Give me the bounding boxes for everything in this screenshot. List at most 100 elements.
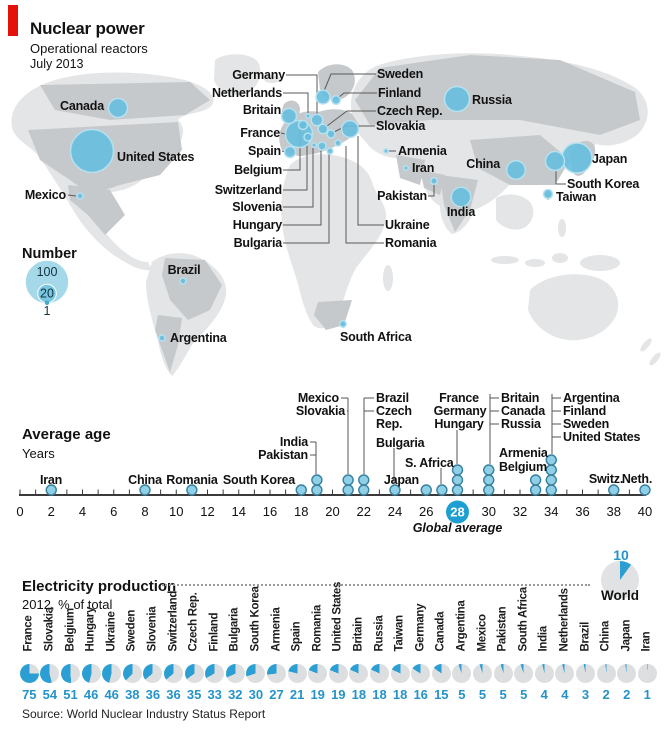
map-label-taiwan: Taiwan xyxy=(556,190,596,204)
landmass-new-zealand-2 xyxy=(649,352,661,366)
age-axis-tick-label: 22 xyxy=(357,504,371,519)
age-label-germany: Germany xyxy=(434,404,487,418)
map-label-ukraine: Ukraine xyxy=(385,218,430,232)
map-label-south-africa: South Africa xyxy=(340,330,413,344)
prod-label-slovakia: Slovakia xyxy=(43,607,56,652)
map-leader-pakistan xyxy=(428,185,435,197)
prod-value-south-africa: 5 xyxy=(520,687,528,702)
map-bubble-china xyxy=(505,159,527,181)
map-label-russia: Russia xyxy=(472,93,513,107)
map-bubble-south-korea xyxy=(544,150,566,172)
age-dot-belgium xyxy=(529,474,542,486)
global-average-label: Global average xyxy=(413,521,503,535)
age-dot-brazil xyxy=(358,484,370,496)
prod-pie-slovakia xyxy=(40,664,60,683)
map-bubble-sweden xyxy=(315,89,331,105)
age-dot-india xyxy=(311,484,323,496)
map-country-labels: Canada United States Mexico Brazil Argentina… xyxy=(25,67,641,345)
prod-label-argentina: Argentina xyxy=(455,600,468,652)
age-label-belgium: Belgium xyxy=(499,460,547,474)
map-label-united-states: United States xyxy=(117,150,195,164)
prod-label-south-korea: South Korea xyxy=(249,586,262,652)
map-bubble-finland xyxy=(330,94,342,106)
map-label-argentina: Argentina xyxy=(170,331,228,345)
age-axis-tick-label: 20 xyxy=(325,504,339,519)
map-label-armenia: Armenia xyxy=(398,144,448,158)
age-axis-tick-label: 8 xyxy=(141,504,148,519)
prod-value-britain: 18 xyxy=(351,687,367,702)
age-dot-sweden xyxy=(545,464,557,476)
landmass-indochina xyxy=(496,194,534,230)
world-bubble-map: Canada United States Mexico Brazil Argentina… xyxy=(11,53,661,376)
prod-pie-united-states xyxy=(328,664,348,683)
map-bubble-mexico xyxy=(76,192,84,200)
prod-label-pakistan: Pakistan xyxy=(496,606,509,652)
age-dot-hungary xyxy=(451,464,464,476)
map-bubble-hungary xyxy=(317,141,327,151)
prod-value-romania: 19 xyxy=(310,687,325,702)
age-dot-france xyxy=(451,484,464,496)
map-size-legend: Number 100 20 1 xyxy=(22,246,77,318)
age-axis-tick-label: 34 xyxy=(544,504,558,519)
map-label-pakistan: Pakistan xyxy=(377,189,427,203)
age-dot-romania xyxy=(186,484,198,496)
prod-value-canada: 15 xyxy=(434,687,449,702)
map-leader-czech-rep xyxy=(326,110,376,127)
map-label-britain: Britain xyxy=(243,103,281,117)
prod-label-brazil: Brazil xyxy=(579,621,591,652)
world-pie xyxy=(601,561,639,599)
prod-pie-iran xyxy=(637,664,657,683)
map-leader-switzerland xyxy=(283,141,308,191)
prod-label-south-africa: South Africa xyxy=(517,587,530,652)
prod-pie-britain xyxy=(349,664,369,683)
prod-label-spain: Spain xyxy=(290,621,303,652)
prod-value-armenia: 27 xyxy=(269,687,284,702)
world-pie-label: World xyxy=(601,588,639,603)
prod-label-belgium: Belgium xyxy=(64,608,76,652)
age-label-india: India xyxy=(280,435,309,449)
map-label-china: China xyxy=(466,157,501,171)
prod-value-south-korea: 30 xyxy=(248,687,264,702)
map-label-spain: Spain xyxy=(248,144,281,158)
age-axis-tick-label: 6 xyxy=(110,504,117,519)
prod-pie-hungary xyxy=(81,664,101,683)
prod-pie-switzerland xyxy=(164,664,183,683)
map-label-germany: Germany xyxy=(232,68,285,82)
age-label-hungary: Hungary xyxy=(434,417,484,431)
age-label-canada: Canada xyxy=(501,404,546,418)
country-argentina xyxy=(155,315,182,372)
prod-label-netherlands: Netherlands xyxy=(558,588,571,652)
age-dot-russia xyxy=(483,464,495,476)
prod-value-spain: 21 xyxy=(289,687,305,702)
prod-pie-sweden xyxy=(122,664,142,683)
prod-pie-bulgaria xyxy=(225,664,245,683)
landmass-greenland xyxy=(214,54,261,96)
landmass-iceland xyxy=(264,75,280,83)
map-label-switzerland: Switzerland xyxy=(215,183,282,197)
age-dot-argentina xyxy=(545,484,557,496)
map-label-slovenia: Slovenia xyxy=(232,200,283,214)
map-bubble-germany xyxy=(310,113,324,127)
age-chart-unit: Years xyxy=(22,446,55,461)
prod-label-bulgaria: Bulgaria xyxy=(228,607,241,652)
prod-label-sweden: Sweden xyxy=(125,609,138,652)
age-dot-south-korea xyxy=(295,484,307,496)
prod-pie-netherlands xyxy=(555,664,575,683)
age-axis-tick-label: 32 xyxy=(513,504,527,519)
prod-value-argentina: 5 xyxy=(458,687,466,702)
age-axis-tick-label: 4 xyxy=(79,504,86,519)
prod-value-czech-rep: 35 xyxy=(186,687,202,702)
prod-value-netherlands: 4 xyxy=(561,687,569,702)
map-bubble-bulgaria xyxy=(326,147,334,155)
map-bubble-spain xyxy=(283,145,297,159)
prod-pie-ukraine xyxy=(102,664,122,683)
legend-value-1: 1 xyxy=(44,304,51,318)
age-dot-armenia xyxy=(529,484,542,496)
map-label-belgium: Belgium xyxy=(234,163,282,177)
prod-value-switzerland: 36 xyxy=(166,687,181,702)
age-label-south-korea: South Korea xyxy=(223,473,296,487)
prod-pie-czech-rep xyxy=(184,664,204,683)
map-bubble-india xyxy=(450,186,472,208)
age-label-armenia: Armenia xyxy=(499,446,549,460)
age-dot-britain xyxy=(483,484,495,496)
